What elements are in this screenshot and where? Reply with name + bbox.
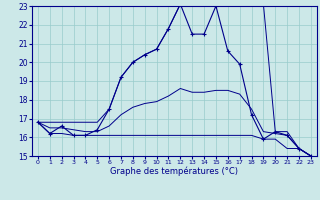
X-axis label: Graphe des températures (°C): Graphe des températures (°C) [110,167,238,176]
